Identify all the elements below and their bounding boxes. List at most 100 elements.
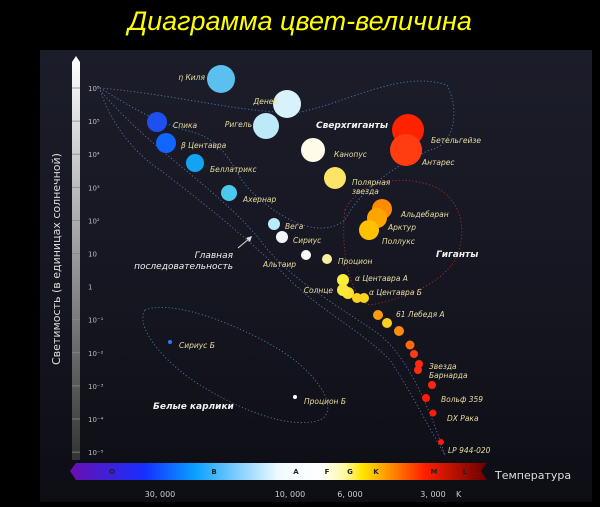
star-dot xyxy=(359,220,379,240)
star-label: Процион Б xyxy=(304,397,346,406)
star: Полярная звезда xyxy=(324,167,391,196)
star-label: Поллукс xyxy=(382,237,416,246)
star-label: η Киля xyxy=(178,73,205,82)
y-tick-label: 10⁻³ xyxy=(88,383,104,391)
star-dot xyxy=(221,185,237,201)
star-label: Ригель xyxy=(225,120,252,129)
star-dot xyxy=(337,274,349,286)
star-dot xyxy=(273,90,301,118)
star-dot xyxy=(382,318,392,328)
star-dot xyxy=(268,218,280,230)
star-label: Беллатрикс xyxy=(210,165,257,174)
region-label-white-dwarfs: Белые карлики xyxy=(153,402,235,412)
star-label: Звезда Барнарда xyxy=(429,362,468,380)
region-label-giants: Гиганты xyxy=(436,250,478,260)
y-tick-label: 10⁶ xyxy=(88,85,100,93)
star-dot xyxy=(359,293,369,303)
star-dot xyxy=(322,254,332,264)
star-dot xyxy=(405,340,415,350)
star-dot xyxy=(301,250,311,260)
spectral-class-bar xyxy=(70,463,487,480)
star-label: α Центавра Б xyxy=(369,288,422,297)
star: Поллукс xyxy=(359,220,416,246)
star-dot xyxy=(147,112,167,132)
star-dot xyxy=(301,138,325,162)
temperature-tick-label: 6, 000 xyxy=(337,490,362,499)
star: Процион Б xyxy=(293,395,346,406)
diagram-panel xyxy=(40,50,592,502)
temperature-tick-label: 10, 000 xyxy=(275,490,306,499)
star-label: Денеб xyxy=(252,97,278,106)
spectral-class-label: L xyxy=(463,468,468,476)
y-tick-label: 10⁻¹ xyxy=(88,317,104,325)
star-dot xyxy=(428,381,436,389)
star: Альтаир xyxy=(262,250,311,269)
star-dot xyxy=(373,310,383,320)
star-dot xyxy=(207,65,235,93)
star-label: Спика xyxy=(173,121,198,130)
star-dot xyxy=(168,340,172,344)
star-dot xyxy=(414,366,422,374)
star: Денеб xyxy=(252,90,301,118)
region-label-main-sequence-1: Главная xyxy=(195,251,234,261)
star-dot xyxy=(415,360,423,368)
star-dot xyxy=(422,394,430,402)
star: Вольф 359 xyxy=(422,394,483,404)
star-label: Процион xyxy=(338,257,373,266)
star-label: Ахернар xyxy=(242,195,276,204)
star: Беллатрикс xyxy=(186,154,257,174)
spectral-class-label: O xyxy=(109,468,115,476)
y-tick-label: 10⁻⁵ xyxy=(88,449,104,457)
star-label: Бетельгейзе xyxy=(431,136,481,145)
region-label-supergiants: Сверхгиганты xyxy=(316,121,388,131)
star: Вега xyxy=(268,218,304,231)
star: α Центавра А xyxy=(337,274,408,286)
temperature-tick-label: 30, 000 xyxy=(145,490,176,499)
star-label: α Центавра А xyxy=(355,274,408,283)
star-dot xyxy=(337,284,349,296)
y-tick-label: 10⁵ xyxy=(88,118,100,126)
y-tick-label: 10² xyxy=(88,217,100,225)
y-tick-label: 10⁻² xyxy=(88,350,104,358)
y-tick-label: 10⁻⁴ xyxy=(88,416,104,424)
x-axis-label: Температура xyxy=(494,469,571,482)
star-dot xyxy=(253,113,279,139)
star-label: β Центавра xyxy=(181,141,227,150)
star: α Центавра Б xyxy=(352,288,422,303)
star: Антарес xyxy=(390,134,455,167)
star: LP 944-020 xyxy=(438,439,491,455)
page-title: Диаграмма цвет-величина xyxy=(128,6,472,36)
star: Сириус xyxy=(276,231,322,245)
star: Сириус Б xyxy=(168,340,215,350)
star-label: Полярная звезда xyxy=(352,178,391,196)
star: Канопус xyxy=(301,138,368,162)
star: DX Рака xyxy=(429,409,479,423)
star-dot xyxy=(156,133,176,153)
spectral-class-label: B xyxy=(211,468,216,476)
star-dot xyxy=(390,134,422,166)
star-label: Вега xyxy=(285,222,304,231)
spectral-class-label: G xyxy=(347,468,353,476)
star-dot xyxy=(394,326,404,336)
spectral-class-label: F xyxy=(325,468,330,476)
star-dot xyxy=(352,293,362,303)
star-label: Вольф 359 xyxy=(441,395,483,404)
star: Процион xyxy=(322,254,373,266)
star-dot xyxy=(186,154,204,172)
star-label: Антарес xyxy=(421,158,455,167)
temperature-tick-label: 3, 000 xyxy=(420,490,445,499)
star: Спика xyxy=(147,112,198,132)
y-tick-label: 10³ xyxy=(88,184,100,192)
spectral-class-label: K xyxy=(373,468,379,476)
y-tick-label: 10 xyxy=(88,251,97,259)
star: Солнце xyxy=(304,284,349,296)
y-axis-label: Светимость (в единицах солнечной) xyxy=(50,153,63,365)
star-label: Канопус xyxy=(334,150,368,159)
star: Ригель xyxy=(225,113,279,139)
star-label: Сириус xyxy=(293,236,322,245)
star: η Киля xyxy=(178,65,235,93)
star-dot xyxy=(293,395,297,399)
star-label: Альдебаран xyxy=(400,210,449,219)
y-tick-label: 1 xyxy=(88,284,92,292)
